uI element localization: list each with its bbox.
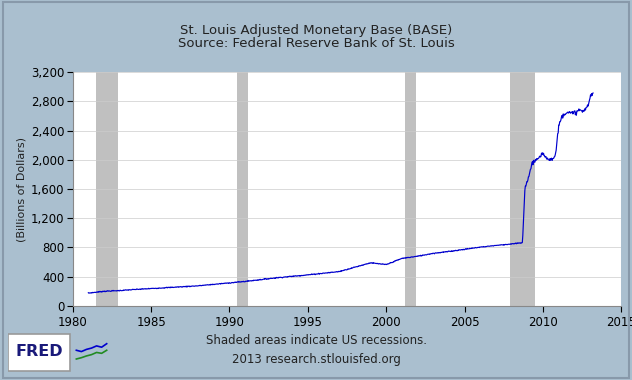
Y-axis label: (Billions of Dollars): (Billions of Dollars) — [16, 136, 27, 242]
Text: 2013 research.stlouisfed.org: 2013 research.stlouisfed.org — [231, 353, 401, 366]
Text: Source: Federal Reserve Bank of St. Louis: Source: Federal Reserve Bank of St. Loui… — [178, 37, 454, 50]
Text: Shaded areas indicate US recessions.: Shaded areas indicate US recessions. — [205, 334, 427, 347]
Text: FRED: FRED — [15, 344, 63, 359]
FancyBboxPatch shape — [8, 334, 70, 371]
Bar — [510, 72, 535, 306]
Bar — [96, 72, 118, 306]
Bar — [237, 72, 248, 306]
Bar — [405, 72, 416, 306]
Text: St. Louis Adjusted Monetary Base (BASE): St. Louis Adjusted Monetary Base (BASE) — [180, 24, 452, 37]
